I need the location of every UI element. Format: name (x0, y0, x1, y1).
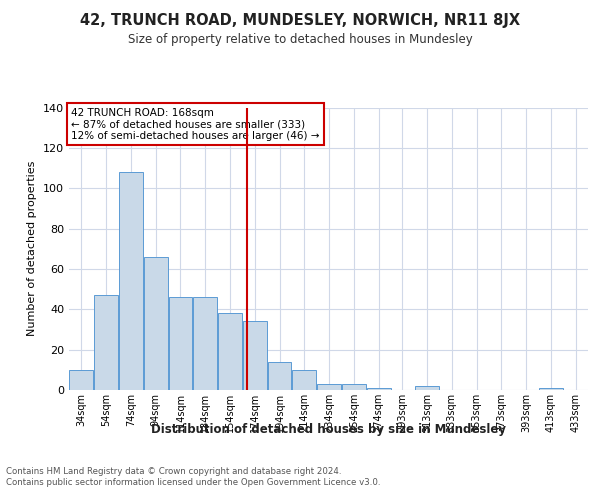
Text: 42 TRUNCH ROAD: 168sqm
← 87% of detached houses are smaller (333)
12% of semi-de: 42 TRUNCH ROAD: 168sqm ← 87% of detached… (71, 108, 320, 140)
Bar (342, 384, 366, 390)
Bar (539, 388, 563, 390)
Text: Size of property relative to detached houses in Mundesley: Size of property relative to detached ho… (128, 32, 472, 46)
Y-axis label: Number of detached properties: Number of detached properties (28, 161, 37, 336)
Text: 42, TRUNCH ROAD, MUNDESLEY, NORWICH, NR11 8JX: 42, TRUNCH ROAD, MUNDESLEY, NORWICH, NR1… (80, 12, 520, 28)
Bar (70, 370, 93, 390)
Bar (292, 370, 316, 390)
Bar (317, 384, 341, 390)
Bar (268, 362, 292, 390)
Bar (193, 297, 217, 390)
Text: Contains HM Land Registry data © Crown copyright and database right 2024.
Contai: Contains HM Land Registry data © Crown c… (6, 468, 380, 487)
Bar (218, 314, 242, 390)
Bar (119, 172, 143, 390)
Bar (367, 388, 391, 390)
Bar (169, 297, 193, 390)
Bar (243, 322, 266, 390)
Bar (94, 295, 118, 390)
Text: Distribution of detached houses by size in Mundesley: Distribution of detached houses by size … (151, 422, 506, 436)
Bar (415, 386, 439, 390)
Bar (144, 257, 167, 390)
